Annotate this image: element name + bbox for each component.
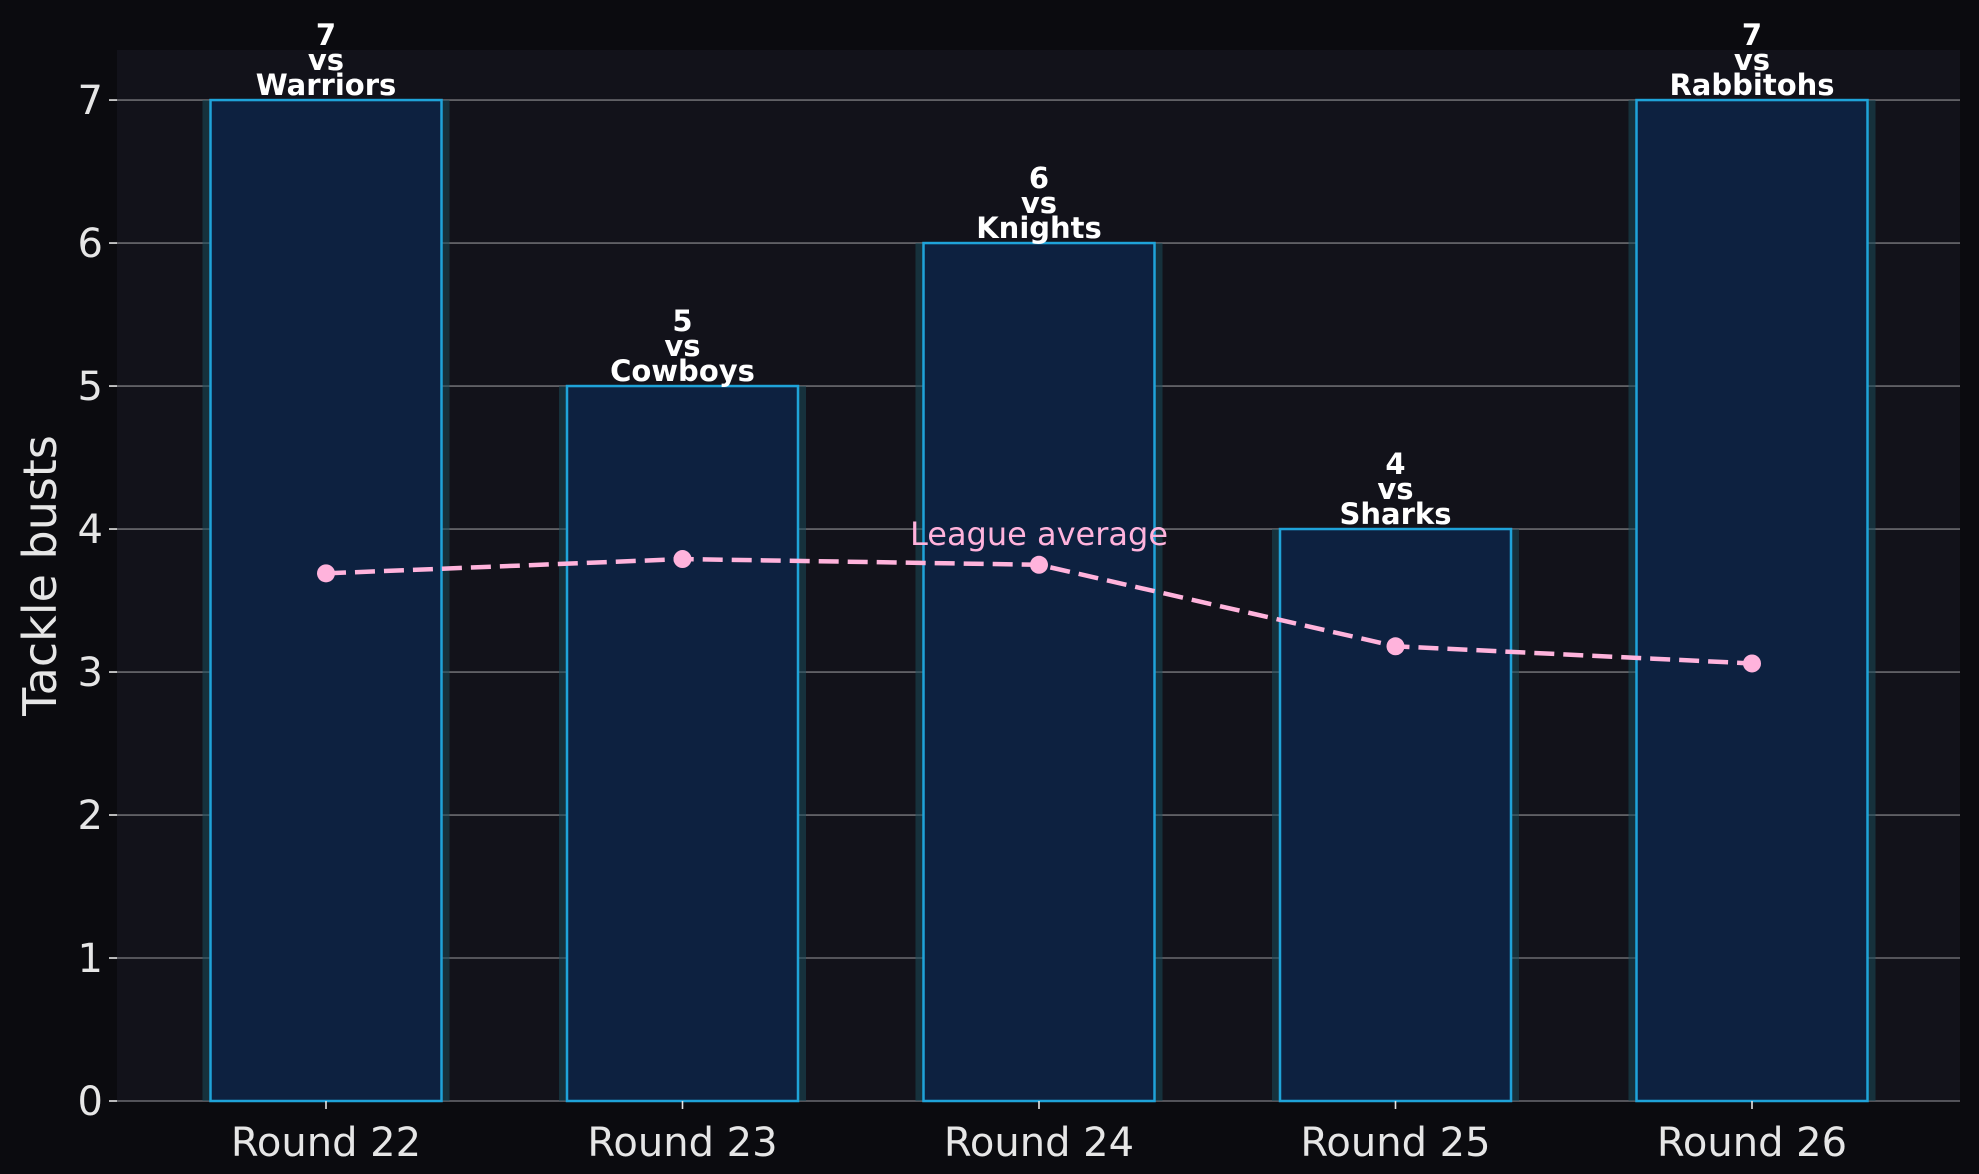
x-tick-label: Round 22 bbox=[231, 1120, 421, 1166]
bar-labels: 7vsWarriors5vsCowboys6vsKnights4vsSharks… bbox=[256, 18, 1835, 531]
league-average-point bbox=[317, 564, 335, 583]
bar-value-label: 5 bbox=[672, 304, 692, 338]
y-tick-label: 3 bbox=[78, 650, 103, 696]
bar-value-label: 4 bbox=[1385, 447, 1405, 481]
bar-opponent-label: Knights bbox=[976, 211, 1102, 245]
league-average-point bbox=[1030, 555, 1048, 574]
bar-vs-label: vs bbox=[1021, 186, 1057, 220]
y-axis-ticks: 0 1 2 3 4 5 6 7 bbox=[78, 78, 117, 1125]
bar-opponent-label: Sharks bbox=[1340, 497, 1452, 531]
bar-value-label: 7 bbox=[1742, 18, 1762, 52]
y-tick-label: 0 bbox=[78, 1079, 103, 1125]
y-tick-label: 6 bbox=[78, 221, 103, 267]
y-tick-label: 7 bbox=[78, 78, 103, 124]
bar-vs-label: vs bbox=[1734, 43, 1770, 77]
x-tick-label: Round 26 bbox=[1657, 1120, 1847, 1166]
league-average-point bbox=[673, 550, 692, 569]
x-axis-ticks: Round 22 Round 23 Round 24 Round 25 Round 26 bbox=[231, 1101, 1847, 1166]
y-tick-label: 4 bbox=[78, 507, 103, 553]
y-tick-label: 1 bbox=[78, 936, 103, 982]
league-average-point bbox=[1743, 654, 1761, 673]
bar-vs-label: vs bbox=[1377, 472, 1413, 506]
league-average-label: League average bbox=[910, 515, 1168, 553]
league-average-series: League average bbox=[317, 515, 1761, 673]
league-average-point bbox=[1386, 637, 1405, 656]
y-tick-label: 5 bbox=[78, 364, 103, 410]
x-tick-label: Round 25 bbox=[1300, 1120, 1490, 1166]
bar-vs-label: vs bbox=[308, 43, 344, 77]
bar-round-22 bbox=[209, 98, 443, 1103]
bar-vs-label: vs bbox=[664, 329, 700, 363]
bar-round-26 bbox=[1635, 98, 1869, 1103]
x-tick-label: Round 24 bbox=[944, 1120, 1134, 1166]
bar-opponent-label: Rabbitohs bbox=[1669, 68, 1834, 102]
bar-value-label: 7 bbox=[316, 18, 336, 52]
bar-opponent-label: Warriors bbox=[256, 68, 397, 102]
bars bbox=[202, 98, 1876, 1103]
bar-round-24 bbox=[922, 241, 1156, 1103]
bar-opponent-label: Cowboys bbox=[610, 354, 755, 388]
bar-value-label: 6 bbox=[1029, 161, 1049, 195]
y-tick-label: 2 bbox=[78, 793, 103, 839]
x-tick-label: Round 23 bbox=[587, 1120, 777, 1166]
bar-round-25 bbox=[1278, 527, 1513, 1103]
bar-round-23 bbox=[565, 384, 800, 1103]
y-axis-label: Tackle busts bbox=[13, 435, 67, 717]
